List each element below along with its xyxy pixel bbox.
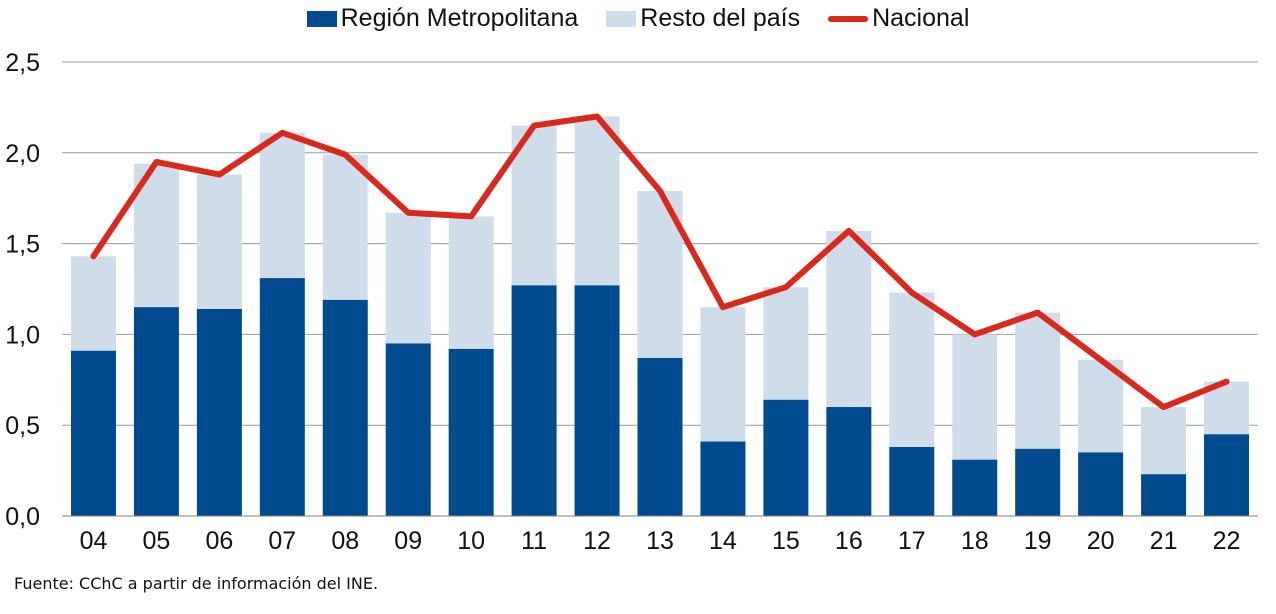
bar-resto-del-pais (889, 292, 935, 447)
x-tick-label: 20 (1087, 527, 1115, 555)
y-tick-label: 2,0 (5, 140, 40, 168)
bar-region-metropolitana (574, 285, 620, 516)
bar-region-metropolitana (196, 308, 242, 516)
bar-region-metropolitana (1015, 448, 1061, 516)
chart-legend: Región Metropolitana Resto del país Naci… (0, 4, 1276, 33)
source-note: Fuente: CChC a partir de información del… (14, 574, 379, 593)
x-tick-label: 07 (268, 527, 296, 555)
bar-region-metropolitana (763, 399, 809, 516)
x-tick-label: 08 (331, 527, 359, 555)
bar-resto-del-pais (1141, 407, 1187, 475)
x-tick-label: 05 (143, 527, 171, 555)
legend-swatch-metropolitana (306, 10, 337, 27)
x-tick-label: 06 (205, 527, 233, 555)
bar-region-metropolitana (889, 446, 935, 516)
bar-resto-del-pais (259, 132, 305, 279)
x-tick-label: 09 (394, 527, 422, 555)
bar-region-metropolitana (322, 299, 368, 516)
line-nacional (90, 113, 1230, 411)
bar-region-metropolitana (1141, 474, 1187, 516)
bar-resto-del-pais (448, 216, 494, 349)
bar-region-metropolitana (1204, 434, 1250, 516)
bar-resto-del-pais (763, 287, 809, 400)
legend-item-resto: Resto del país (606, 4, 800, 33)
x-tick-label: 12 (583, 527, 611, 555)
bar-resto-del-pais (952, 334, 998, 460)
y-tick-label: 2,5 (5, 49, 40, 77)
bar-resto-del-pais (322, 154, 368, 300)
bar-region-metropolitana (637, 358, 683, 516)
bar-resto-del-pais (70, 256, 116, 351)
legend-item-metropolitana: Región Metropolitana (306, 4, 579, 33)
bar-resto-del-pais (700, 307, 746, 442)
y-tick-label: 1,5 (5, 231, 40, 259)
bar-region-metropolitana (448, 348, 494, 516)
x-tick-label: 17 (898, 527, 926, 555)
bar-resto-del-pais (574, 116, 620, 286)
y-tick-label: 1,0 (5, 321, 40, 349)
bar-region-metropolitana (826, 407, 872, 516)
bar-resto-del-pais (385, 212, 431, 344)
bar-resto-del-pais (196, 174, 242, 309)
legend-label-metropolitana: Región Metropolitana (340, 4, 579, 32)
bar-region-metropolitana (259, 278, 305, 516)
legend-item-nacional: Nacional (828, 4, 969, 33)
x-tick-label: 22 (1213, 527, 1241, 555)
y-tick-label: 0,5 (5, 412, 40, 440)
x-tick-label: 11 (521, 527, 547, 555)
x-tick-label: 04 (80, 527, 108, 555)
bar-region-metropolitana (385, 343, 431, 516)
legend-label-nacional: Nacional (872, 4, 970, 32)
legend-label-resto: Resto del país (640, 4, 801, 32)
x-tick-label: 21 (1150, 527, 1178, 555)
bar-region-metropolitana (511, 285, 557, 516)
bar-resto-del-pais (1015, 312, 1061, 449)
x-tick-label: 14 (709, 527, 737, 555)
bar-resto-del-pais (1078, 359, 1124, 453)
x-tick-label: 18 (961, 527, 989, 555)
y-tick-label: 0,0 (5, 503, 40, 531)
x-tick-label: 13 (646, 527, 674, 555)
x-tick-label: 16 (835, 527, 863, 555)
legend-swatch-nacional (828, 15, 869, 22)
bar-region-metropolitana (70, 350, 116, 516)
bar-resto-del-pais (826, 230, 872, 408)
x-tick-label: 10 (457, 527, 485, 555)
x-tick-label: 15 (772, 527, 800, 555)
bar-region-metropolitana (952, 459, 998, 516)
x-tick-label: 19 (1024, 527, 1052, 555)
bar-region-metropolitana (1078, 452, 1124, 516)
legend-swatch-resto (606, 10, 637, 27)
bar-region-metropolitana (700, 441, 746, 516)
bar-region-metropolitana (133, 307, 179, 516)
